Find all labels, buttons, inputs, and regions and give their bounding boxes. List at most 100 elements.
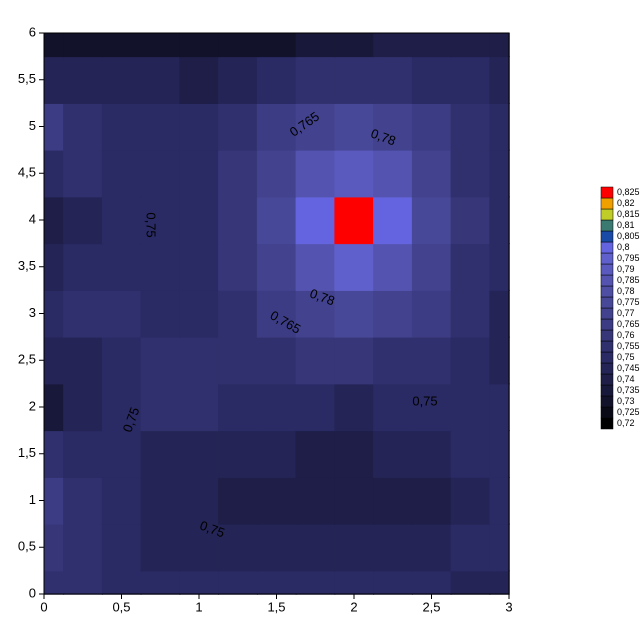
x-tick-label: 2 [350, 599, 357, 614]
contour-cell [140, 196, 181, 245]
x-tick-label: 0 [40, 599, 47, 614]
contour-cell [489, 430, 510, 478]
contour-cell [140, 336, 181, 385]
contour-cell [101, 430, 142, 478]
contour-cell [101, 523, 142, 572]
contour-cell [63, 430, 103, 478]
contour-cell [373, 523, 413, 572]
y-tick-label: 6 [29, 24, 36, 39]
colorbar-label: 0,765 [617, 319, 640, 329]
contour-cell [218, 336, 258, 385]
contour-cell [43, 289, 65, 338]
contour-cell [334, 476, 375, 525]
contour-cell [101, 243, 142, 291]
contour-cell [489, 383, 510, 432]
contour-cell [179, 289, 220, 338]
contour-cell [218, 476, 258, 525]
contour-cell [489, 243, 510, 291]
contour-cell [295, 430, 336, 478]
contour-cell [373, 102, 413, 151]
contour-cell [373, 243, 413, 291]
contour-cell [43, 570, 65, 595]
colorbar-box [600, 373, 614, 386]
colorbar-label: 0,74 [617, 374, 635, 384]
contour-cell [63, 383, 103, 432]
contour-cell [373, 32, 413, 58]
contour-cell [101, 289, 142, 338]
y-tick-label: 4 [29, 211, 36, 226]
contour-cell [373, 476, 413, 525]
contour-cell [179, 32, 220, 58]
contour-cell [256, 56, 297, 104]
contour-cell [450, 476, 491, 525]
contour-cell [101, 32, 142, 58]
colorbar-box [600, 186, 614, 199]
contour-cell [295, 149, 336, 198]
colorbar-label: 0,73 [617, 396, 635, 406]
contour-cell [218, 196, 258, 245]
colorbar-box [600, 406, 614, 419]
contour-cell [411, 289, 452, 338]
contour-cell [218, 383, 258, 432]
colorbar-label: 0,78 [617, 286, 635, 296]
contour-cell [411, 476, 452, 525]
contour-cell [218, 102, 258, 151]
contour-cell [140, 102, 181, 151]
colorbar-box [600, 384, 614, 397]
contour-cell [295, 336, 336, 385]
y-tick-label: 0,5 [18, 539, 36, 554]
contour-cell [179, 149, 220, 198]
contour-cell [489, 523, 510, 572]
contour-cell [450, 196, 491, 245]
contour-cell [489, 102, 510, 151]
contour-cell [334, 149, 375, 198]
contour-cell [411, 196, 452, 245]
contour-cell [256, 336, 297, 385]
y-tick-label: 3,5 [18, 258, 36, 273]
contour-cell [179, 56, 220, 104]
contour-cell [334, 243, 375, 291]
colorbar-box [600, 351, 614, 364]
contour-cell [295, 523, 336, 572]
colorbar-label: 0,805 [617, 231, 640, 241]
contour-cell [450, 149, 491, 198]
contour-cell [43, 149, 65, 198]
contour-cell [295, 102, 336, 151]
colorbar-label: 0,72 [617, 418, 635, 428]
contour-cell [63, 336, 103, 385]
colorbar-label: 0,795 [617, 253, 640, 263]
contour-cell [101, 56, 142, 104]
colorbar-label: 0,77 [617, 308, 635, 318]
contour-cell [373, 196, 413, 245]
contour-cell [179, 336, 220, 385]
contour-cell [179, 243, 220, 291]
contour-cell [43, 32, 65, 58]
colorbar-box [600, 197, 614, 210]
y-tick-label: 1 [29, 492, 36, 507]
colorbar-box [600, 329, 614, 342]
y-tick-label: 5 [29, 118, 36, 133]
contour-cell [334, 336, 375, 385]
contour-cell [43, 243, 65, 291]
contour-cell [489, 336, 510, 385]
contour-cell [63, 289, 103, 338]
contour-cell [179, 196, 220, 245]
contour-cell [43, 430, 65, 478]
contour-cell [256, 32, 297, 58]
contour-cell [334, 289, 375, 338]
colorbar-box [600, 252, 614, 265]
contour-cell [179, 476, 220, 525]
contour-cell [140, 476, 181, 525]
contour-cell [334, 570, 375, 595]
contour-cell [411, 32, 452, 58]
contour-cell [334, 523, 375, 572]
x-tick-label: 1,5 [267, 599, 285, 614]
contour-cell [489, 476, 510, 525]
colorbar-label: 0,735 [617, 385, 640, 395]
contour-cell [43, 476, 65, 525]
contour-cell [43, 383, 65, 432]
contour-cell [256, 289, 297, 338]
colorbar-label: 0,76 [617, 330, 635, 340]
contour-cell [63, 56, 103, 104]
